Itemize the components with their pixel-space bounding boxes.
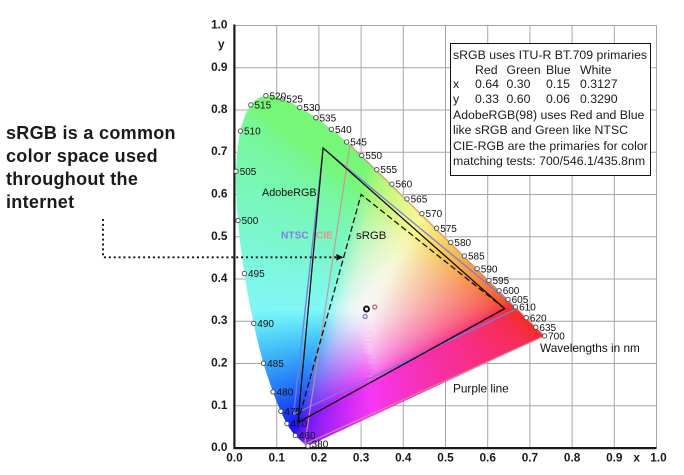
svg-text:CIE: CIE	[316, 231, 333, 242]
svg-text:525: 525	[286, 95, 303, 106]
svg-text:0.0: 0.0	[226, 451, 243, 465]
svg-text:NTSC: NTSC	[281, 231, 309, 242]
svg-text:0.8: 0.8	[211, 102, 228, 116]
svg-text:635: 635	[539, 323, 556, 334]
svg-text:475: 475	[284, 407, 301, 418]
svg-text:0.6: 0.6	[211, 187, 228, 201]
svg-text:580: 580	[454, 238, 471, 249]
svg-text:0.3: 0.3	[353, 451, 370, 465]
svg-text:490: 490	[257, 319, 274, 330]
svg-text:0.8: 0.8	[564, 451, 581, 465]
svg-text:0.2: 0.2	[311, 451, 328, 465]
svg-text:AdobeRGB: AdobeRGB	[262, 187, 317, 199]
svg-text:550: 550	[365, 151, 382, 162]
svg-text:575: 575	[440, 224, 457, 235]
svg-text:0.1: 0.1	[211, 398, 228, 412]
svg-text:590: 590	[481, 264, 498, 275]
svg-text:540: 540	[335, 125, 352, 136]
svg-text:x: x	[633, 451, 640, 465]
svg-text:1.0: 1.0	[650, 451, 667, 465]
svg-text:530: 530	[303, 103, 320, 114]
svg-text:605: 605	[512, 295, 529, 306]
svg-text:480: 480	[277, 388, 294, 399]
svg-text:0.6: 0.6	[479, 451, 496, 465]
svg-text:470: 470	[291, 419, 308, 430]
svg-text:505: 505	[240, 167, 257, 178]
svg-text:500: 500	[242, 216, 259, 227]
svg-text:565: 565	[411, 195, 428, 206]
svg-text:Wavelengths in nm: Wavelengths in nm	[540, 341, 640, 355]
svg-text:0.2: 0.2	[211, 356, 228, 370]
svg-text:610: 610	[519, 303, 536, 314]
svg-text:460: 460	[299, 431, 316, 442]
svg-text:0.1: 0.1	[268, 451, 285, 465]
svg-text:545: 545	[350, 138, 367, 149]
svg-text:535: 535	[320, 113, 337, 124]
svg-text:1.0: 1.0	[211, 18, 228, 32]
svg-text:0.7: 0.7	[522, 451, 539, 465]
svg-text:Purple line: Purple line	[453, 382, 509, 396]
svg-text:0.4: 0.4	[211, 271, 228, 285]
svg-text:0.5: 0.5	[211, 229, 228, 243]
svg-text:y: y	[218, 37, 225, 51]
svg-text:510: 510	[244, 127, 261, 138]
svg-text:485: 485	[267, 359, 284, 370]
svg-text:515: 515	[255, 101, 272, 112]
svg-text:0.9: 0.9	[211, 60, 228, 74]
svg-text:570: 570	[426, 209, 443, 220]
svg-text:520: 520	[270, 91, 287, 102]
svg-text:sRGB: sRGB	[356, 230, 386, 242]
svg-text:700: 700	[548, 332, 565, 343]
svg-text:585: 585	[468, 252, 485, 263]
svg-text:0.3: 0.3	[211, 313, 228, 327]
svg-text:560: 560	[396, 180, 413, 191]
svg-text:620: 620	[530, 313, 547, 324]
svg-text:600: 600	[503, 286, 520, 297]
svg-text:380: 380	[312, 440, 329, 451]
svg-text:0.9: 0.9	[606, 451, 623, 465]
svg-text:0.5: 0.5	[437, 451, 454, 465]
svg-text:0.0: 0.0	[211, 440, 228, 454]
svg-text:595: 595	[493, 276, 510, 287]
svg-text:555: 555	[380, 165, 397, 176]
svg-text:495: 495	[248, 269, 265, 280]
svg-text:0.7: 0.7	[211, 144, 228, 158]
svg-text:0.4: 0.4	[395, 451, 412, 465]
